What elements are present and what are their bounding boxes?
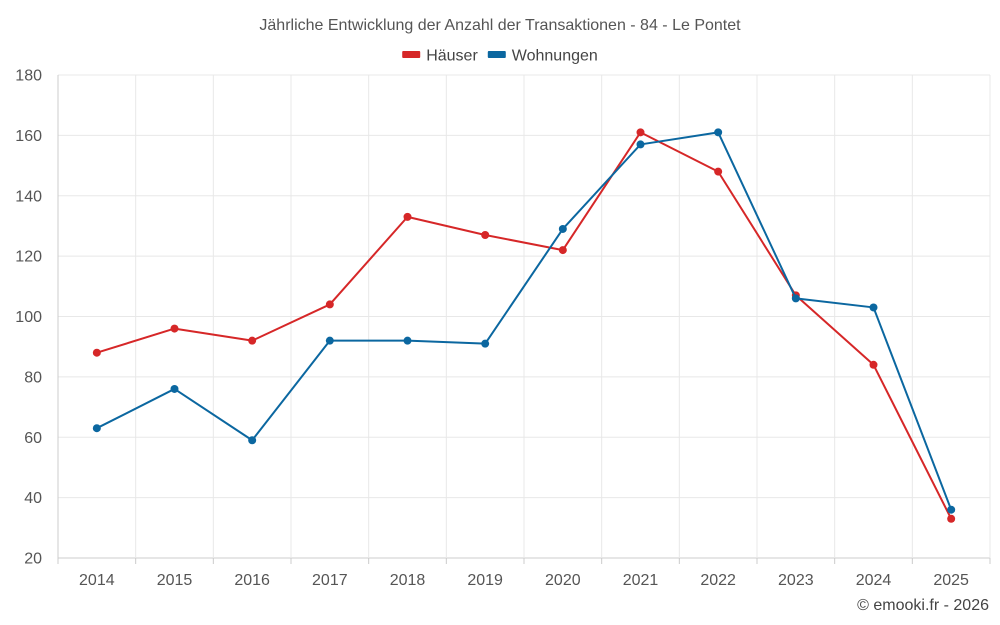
- legend-item-1[interactable]: Wohnungen: [487, 48, 598, 65]
- legend-swatch-1: [487, 51, 506, 58]
- series-0-point-2024: [869, 360, 878, 369]
- series-1: [92, 128, 956, 514]
- credit-text: © emooki.fr - 2026: [857, 597, 989, 614]
- x-tick-label-2014: 2014: [79, 572, 115, 589]
- y-tick-label-120: 120: [15, 249, 42, 266]
- series-0-point-2018: [403, 212, 412, 221]
- chart-title: Jährliche Entwicklung der Anzahl der Tra…: [259, 17, 741, 34]
- x-tick-label-2018: 2018: [390, 572, 426, 589]
- series-1-line: [96, 131, 953, 511]
- series-0-point-2014: [92, 348, 101, 357]
- y-tick-label-20: 20: [24, 551, 42, 568]
- y-tick-label-60: 60: [24, 430, 42, 447]
- series-0-point-2016: [248, 336, 257, 345]
- legend: Häuser Wohnungen: [402, 48, 598, 65]
- series-0: [92, 128, 956, 523]
- legend-label-0: Häuser: [426, 48, 478, 65]
- x-tick-label-2019: 2019: [467, 572, 503, 589]
- series-1-point-2021: [636, 140, 645, 149]
- series-0-point-2025: [947, 514, 956, 523]
- x-tick-label-2020: 2020: [545, 572, 581, 589]
- y-tick-label-160: 160: [15, 128, 42, 145]
- x-tick-label-2022: 2022: [700, 572, 736, 589]
- series-0-point-2022: [714, 167, 723, 176]
- series-1-point-2023: [791, 294, 800, 303]
- series-1-point-2019: [481, 339, 490, 348]
- x-axis: 2014 2015 2016 2017 2018 2019 2020 2021 2022 2023…: [79, 572, 969, 589]
- series-1-point-2022: [714, 128, 723, 137]
- grid: [57, 74, 991, 564]
- x-tick-label-2016: 2016: [234, 572, 270, 589]
- legend-label-1: Wohnungen: [512, 48, 598, 65]
- x-tick-label-2021: 2021: [623, 572, 659, 589]
- series-1-point-2020: [558, 224, 567, 233]
- series-0-point-2015: [170, 324, 179, 333]
- series-1-point-2017: [325, 336, 334, 345]
- series-0-point-2021: [636, 128, 645, 137]
- series-1-point-2018: [403, 336, 412, 345]
- series-1-point-2014: [92, 424, 101, 433]
- series-1-point-2016: [248, 436, 257, 445]
- series-0-point-2020: [558, 246, 567, 255]
- y-tick-label-40: 40: [24, 490, 42, 507]
- series-0-line: [96, 131, 953, 520]
- legend-item-0[interactable]: Häuser: [402, 48, 478, 65]
- series-0-point-2017: [325, 300, 334, 309]
- y-tick-label-100: 100: [15, 309, 42, 326]
- y-tick-label-180: 180: [15, 68, 42, 85]
- x-tick-label-2023: 2023: [778, 572, 814, 589]
- series-0-point-2019: [481, 230, 490, 239]
- legend-swatch-0: [402, 51, 421, 58]
- x-tick-label-2024: 2024: [856, 572, 892, 589]
- series-1-point-2024: [869, 303, 878, 312]
- y-axis: 20 40 60 80 100 120 140 160 180: [15, 68, 42, 568]
- series-1-point-2025: [947, 505, 956, 514]
- series-1-point-2015: [170, 384, 179, 393]
- x-tick-label-2015: 2015: [157, 572, 193, 589]
- y-tick-label-80: 80: [24, 369, 42, 386]
- series-layer: [92, 128, 956, 523]
- x-tick-label-2025: 2025: [933, 572, 969, 589]
- x-tick-label-2017: 2017: [312, 572, 348, 589]
- y-tick-label-140: 140: [15, 188, 42, 205]
